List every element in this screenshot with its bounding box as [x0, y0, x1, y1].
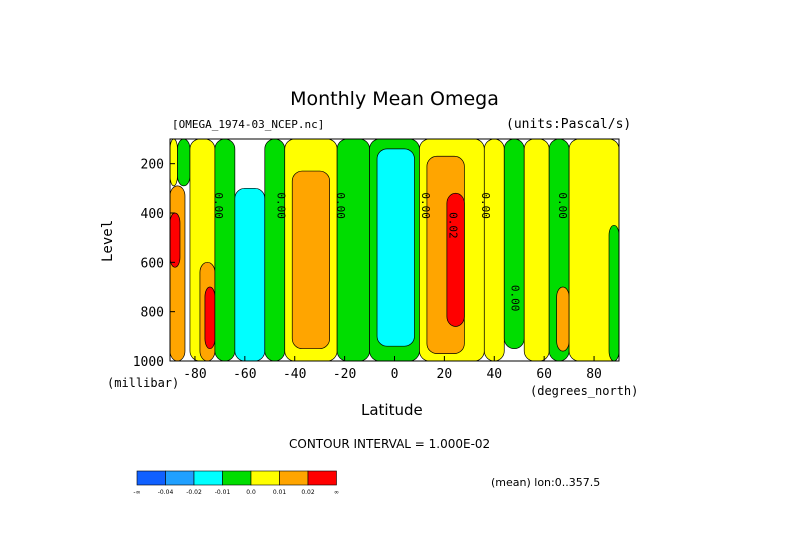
colorbar-label: 0.0 [246, 489, 256, 496]
colorbar-label: -0.04 [158, 489, 174, 496]
y-tick-label: 400 [141, 207, 164, 222]
colorbar-swatch [136, 470, 166, 486]
x-tick-label: 20 [437, 367, 453, 382]
contour-band-orange [169, 185, 186, 362]
x-tick-label: -20 [333, 367, 356, 382]
contour-band-orange [291, 170, 330, 350]
contour-label: 0.02 [446, 212, 459, 239]
x-tick-label: 80 [586, 367, 602, 382]
colorbar-swatch [222, 470, 252, 486]
colorbar-label: 0.02 [301, 489, 315, 496]
contour-band-cyan [376, 148, 415, 347]
contour-label: 0.00 [556, 192, 569, 219]
contour-label-layer: 0.00 0.00 0.00 0.00 0.02 0.00 0.00 0.00 [212, 192, 569, 311]
y-axis-unit: (millibar) [107, 376, 180, 390]
contour-band-yellow [523, 138, 550, 362]
contour-label: 0.00 [274, 192, 287, 219]
x-tick-label: -80 [183, 367, 206, 382]
contour-band-yellow [169, 138, 178, 187]
contour-band-orange [556, 286, 570, 352]
colorbar: -∞ -0.04 -0.02 -0.01 0.0 0.01 0.02 ∞ [133, 470, 339, 496]
y-tick-label: 800 [141, 306, 164, 321]
x-axis-unit: (degrees_north) [530, 384, 639, 398]
contour-band-yellow [483, 138, 505, 362]
contour-band-green [503, 138, 525, 350]
colorbar-label: ∞ [334, 489, 339, 496]
y-tick-label: 200 [141, 158, 164, 173]
x-tick-label: 40 [486, 367, 502, 382]
contour-label: 0.00 [419, 192, 432, 219]
colorbar-label: -0.02 [186, 489, 202, 496]
contour-label: 0.00 [479, 192, 492, 219]
colorbar-swatch [307, 470, 337, 486]
chart-title: Monthly Mean Omega [290, 88, 499, 110]
colorbar-label: 0.01 [273, 489, 287, 496]
contour-band-red [204, 286, 216, 350]
colorbar-label: -0.01 [215, 489, 231, 496]
dataset-filename-label: [OMEGA_1974-03_NCEP.nc] [172, 118, 325, 131]
y-tick-label: 1000 [133, 355, 164, 370]
y-tick-label: 600 [141, 256, 164, 271]
contour-band-green [264, 138, 286, 362]
x-axis-title: Latitude [361, 401, 423, 419]
contour-label: 0.00 [334, 192, 347, 219]
x-tick-label: 0 [391, 367, 399, 382]
x-tick-label: -40 [283, 367, 306, 382]
contour-band-green [177, 138, 191, 187]
colorbar-label: -∞ [133, 489, 140, 496]
colorbar-swatch [165, 470, 195, 486]
contour-label: 0.00 [212, 192, 225, 219]
axis-tick-layer: -80 -60 -40 -20 0 20 40 60 80 200 400 600 800 1000 [133, 158, 602, 382]
contour-interval-note: CONTOUR INTERVAL = 1.000E-02 [289, 437, 491, 451]
averaging-note: (mean) lon:0..357.5 [491, 476, 601, 489]
contour-fill-layer [169, 138, 620, 362]
x-tick-label: -60 [233, 367, 256, 382]
colorbar-swatch [279, 470, 309, 486]
contour-label: 0.00 [509, 285, 522, 312]
contour-band-red [169, 212, 181, 268]
contour-band-green [608, 224, 620, 362]
x-tick-label: 60 [536, 367, 552, 382]
contour-band-green [214, 138, 236, 362]
units-label: (units:Pascal/s) [506, 117, 632, 132]
colorbar-swatch [250, 470, 280, 486]
contour-band-red [446, 192, 465, 327]
contour-band-cyan [234, 187, 266, 362]
colorbar-swatch [193, 470, 223, 486]
contour-band-green [336, 138, 370, 362]
